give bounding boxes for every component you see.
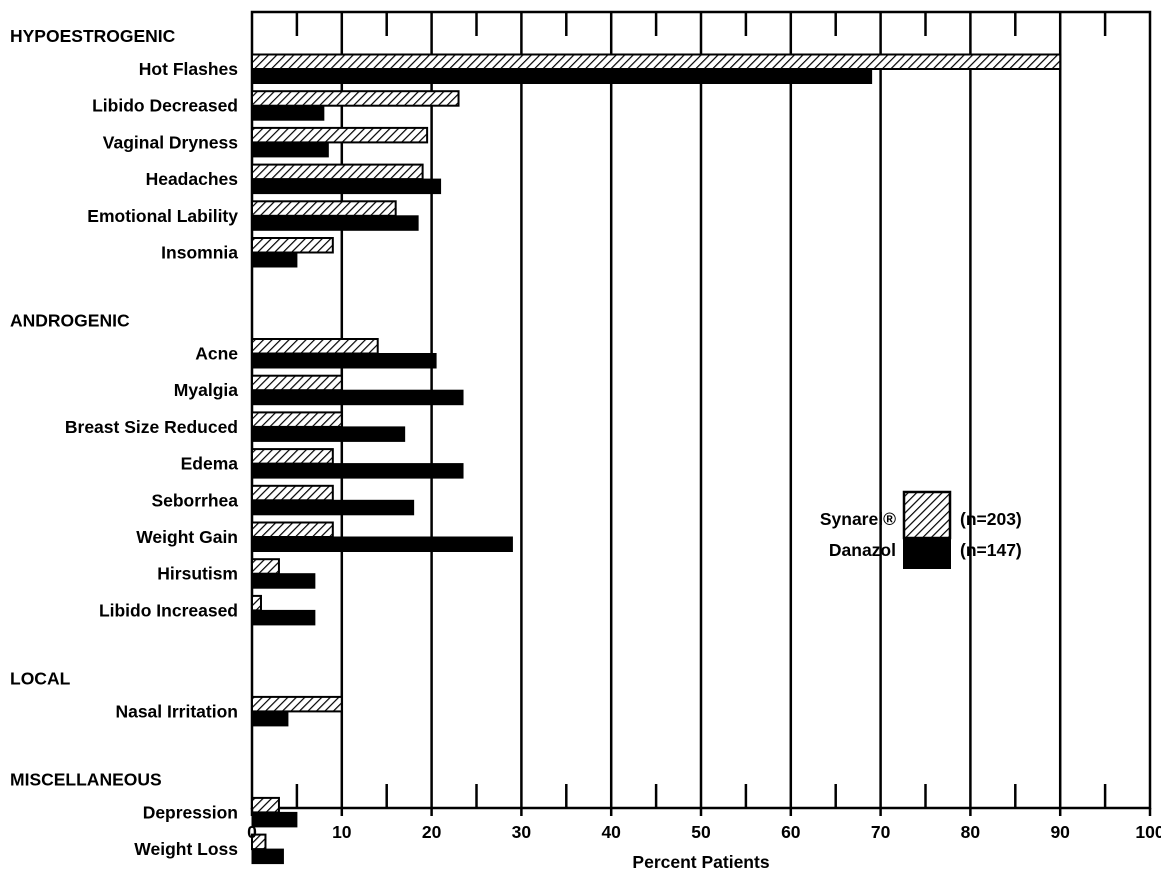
bar-danazol	[251, 353, 437, 369]
category-label: Hirsutism	[157, 564, 238, 584]
bar-danazol	[251, 215, 419, 231]
category-label: Emotional Lability	[87, 206, 238, 226]
bar-danazol	[251, 536, 513, 552]
x-tick-label: 70	[871, 822, 891, 842]
legend-label-danazol: Danazol	[829, 540, 896, 560]
bar-synarel	[251, 90, 460, 107]
bar-danazol	[251, 389, 464, 406]
bar-synarel	[251, 53, 1062, 70]
bar-danazol	[251, 848, 284, 865]
legend: Synarel® Danazol (n=203) (n=147)	[820, 490, 1022, 569]
x-tick-label: 0	[247, 822, 257, 842]
bar-synarel	[251, 448, 334, 465]
bar-danazol	[251, 178, 442, 195]
category-label: Edema	[181, 454, 239, 474]
bar-synarel	[251, 796, 280, 814]
bar-synarel	[251, 521, 334, 538]
x-tick-label: 40	[601, 822, 621, 842]
category-label: Seborrhea	[151, 490, 238, 510]
bar-synarel	[251, 163, 424, 181]
bar-synarel	[251, 200, 397, 217]
bar-synarel	[251, 338, 379, 355]
bar-danazol	[251, 141, 329, 158]
bars	[251, 53, 1062, 865]
bar-danazol	[251, 426, 406, 442]
category-label: Myalgia	[174, 380, 238, 400]
category-label: Weight Gain	[136, 527, 238, 547]
x-tick-label: 10	[332, 822, 352, 842]
bar-danazol	[251, 68, 873, 84]
category-label: Headaches	[146, 169, 239, 189]
x-tick-label: 60	[781, 822, 801, 842]
category-label: Vaginal Dryness	[103, 132, 238, 152]
bar-danazol	[251, 811, 298, 828]
x-tick-label: 30	[512, 822, 532, 842]
category-label: Nasal Irritation	[115, 701, 238, 721]
bar-danazol	[251, 710, 289, 727]
group-header: ANDROGENIC	[10, 311, 130, 331]
x-tick-label: 20	[422, 822, 442, 842]
group-header: LOCAL	[10, 668, 71, 688]
x-tick-label: 80	[961, 822, 981, 842]
category-label: Weight Loss	[134, 839, 238, 859]
category-label: Libido Decreased	[92, 96, 238, 116]
bar-danazol	[251, 463, 464, 479]
bar-synarel	[251, 484, 334, 502]
bar-danazol	[251, 573, 316, 589]
bar-danazol	[251, 499, 415, 516]
category-label: Insomnia	[161, 243, 238, 263]
bar-synarel	[251, 126, 429, 144]
group-header: MISCELLANEOUS	[10, 769, 162, 789]
bar-danazol	[251, 252, 298, 268]
group-header: HYPOESTROGENIC	[10, 26, 176, 46]
legend-swatch-danazol	[903, 537, 951, 569]
category-labels: HYPOESTROGENIC Hot Flashes Libido Decrease…	[10, 26, 238, 859]
x-tick-label: 90	[1050, 822, 1070, 842]
legend-swatch-synarel	[902, 490, 952, 540]
bar-danazol	[251, 105, 325, 121]
bar-synarel	[251, 594, 262, 612]
bar-synarel	[251, 374, 343, 392]
bar-synarel	[251, 695, 343, 713]
bar-danazol	[251, 609, 316, 626]
category-label: Breast Size Reduced	[65, 417, 238, 437]
bar-synarel	[251, 237, 334, 254]
legend-label-synarel: Synarel®	[820, 509, 896, 529]
category-label: Acne	[195, 344, 238, 364]
x-axis-title: Percent Patients	[632, 852, 769, 872]
legend-n-danazol: (n=147)	[960, 540, 1022, 560]
category-label: Hot Flashes	[139, 59, 238, 79]
bar-synarel	[251, 411, 343, 428]
legend-n-synarel: (n=203)	[960, 509, 1022, 529]
x-axis: 0 10 20 30 40 50 60 70 80 90 100	[247, 808, 1161, 842]
category-label: Libido Increased	[99, 600, 238, 620]
bar-synarel	[251, 558, 280, 575]
x-tick-label: 50	[691, 822, 711, 842]
category-label: Depression	[143, 802, 238, 822]
x-tick-label: 100	[1135, 822, 1161, 842]
